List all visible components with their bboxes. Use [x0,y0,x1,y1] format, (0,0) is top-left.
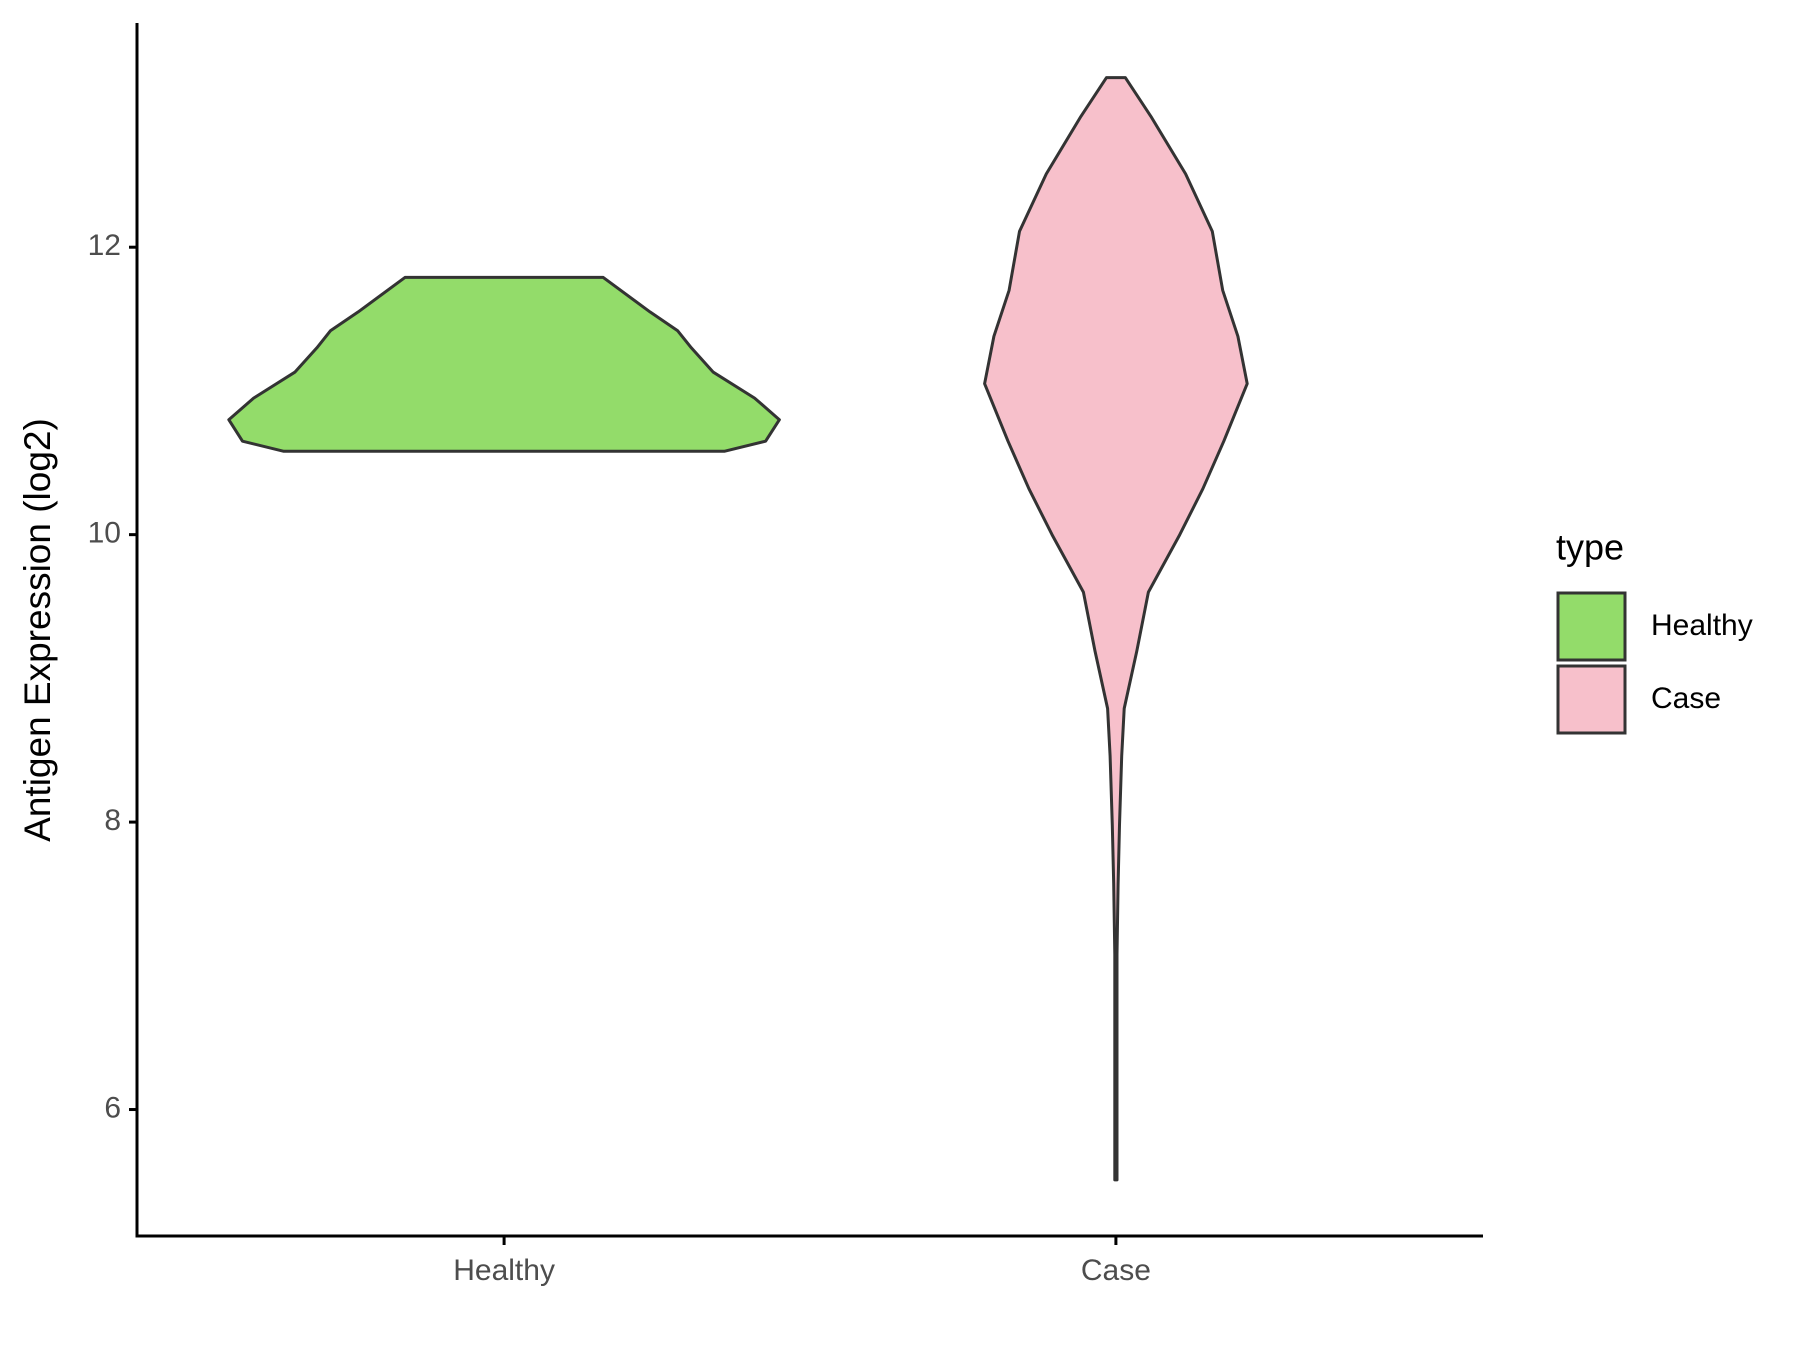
violin [227,275,781,453]
legend-title: type [1556,527,1624,568]
x-tick-label: Case [1081,1254,1151,1287]
legend-label: Case [1651,682,1721,715]
y-tick-label: 6 [104,1091,121,1124]
y-tick-label: 12 [88,229,121,262]
legend-label: Healthy [1651,609,1753,642]
legend-key [1556,664,1627,735]
violin [983,76,1249,1182]
y-axis-title: Antigen Expression (log2) [17,418,58,842]
y-tick-label: 8 [104,804,121,837]
y-tick-label: 10 [88,517,121,550]
legend-key [1556,591,1627,662]
x-tick-label: Healthy [453,1254,555,1287]
